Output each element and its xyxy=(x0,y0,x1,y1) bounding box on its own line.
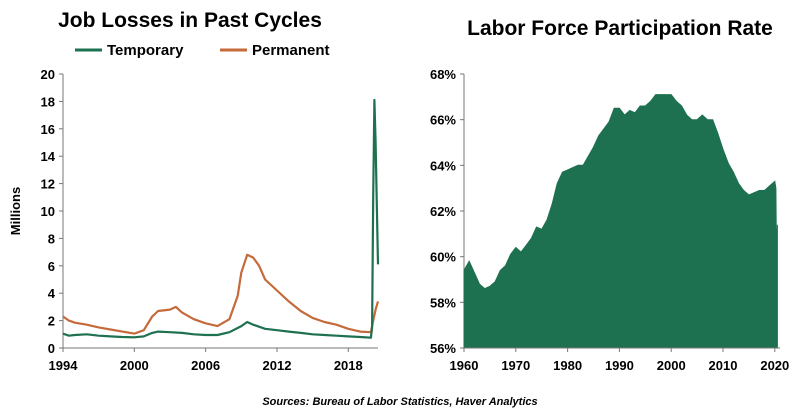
x-tick-label: 2012 xyxy=(263,358,292,373)
right-plot-area: 56% 58% 60% 62% 64% 66% 68% 1960 1970 1980 1990 200… xyxy=(430,67,789,373)
y-tick-label: 8 xyxy=(48,231,55,246)
x-tick-label: 2000 xyxy=(120,358,149,373)
y-tick-label: 58% xyxy=(430,295,456,310)
source-text: Sources: Bureau of Labor Statistics, Hav… xyxy=(262,396,538,408)
y-tick-label: 60% xyxy=(430,250,456,265)
x-tick-label: 2000 xyxy=(657,358,686,373)
y-tick-label: 56% xyxy=(430,341,456,356)
left-plot-area: 0 2 4 6 8 10 12 14 16 18 20 1994 2000 2006 2012 2018 xyxy=(41,67,380,373)
y-axis-label: Millions xyxy=(8,187,23,235)
x-tick-label: 2010 xyxy=(709,358,738,373)
job-losses-chart: Job Losses in Past Cycles Temporary Perm… xyxy=(8,9,380,373)
x-tick-label: 1960 xyxy=(450,358,479,373)
left-chart-title: Job Losses in Past Cycles xyxy=(58,9,322,32)
labor-force-chart: Labor Force Participation Rate 56% 58% 60%… xyxy=(430,17,789,373)
y-tick-label: 10 xyxy=(41,204,55,219)
y-tick-label: 2 xyxy=(48,314,55,329)
y-tick-label: 4 xyxy=(48,286,56,301)
x-tick-label: 2020 xyxy=(760,358,789,373)
y-tick-label: 68% xyxy=(430,67,456,82)
legend-label-permanent: Permanent xyxy=(252,42,330,59)
y-tick-label: 62% xyxy=(430,204,456,219)
y-tick-label: 14 xyxy=(41,149,56,164)
x-tick-label: 1980 xyxy=(553,358,582,373)
legend-label-temporary: Temporary xyxy=(107,42,184,59)
series-line-permanent xyxy=(62,253,380,335)
legend: Temporary Permanent xyxy=(75,42,330,59)
participation-area xyxy=(463,94,778,349)
y-tick-label: 64% xyxy=(430,158,456,173)
y-tick-label: 66% xyxy=(430,113,456,128)
y-tick-label: 20 xyxy=(41,67,55,82)
y-tick-label: 18 xyxy=(41,94,55,109)
x-tick-label: 2006 xyxy=(191,358,220,373)
x-tick-label: 2018 xyxy=(334,358,363,373)
y-tick-label: 6 xyxy=(48,259,55,274)
x-tick-label: 1970 xyxy=(501,358,530,373)
y-tick-label: 12 xyxy=(41,177,55,192)
x-tick-label: 1994 xyxy=(49,358,79,373)
source-note: Sources: Bureau of Labor Statistics, Hav… xyxy=(0,392,800,410)
y-tick-label: 16 xyxy=(41,122,55,137)
series-line-temporary xyxy=(62,98,380,339)
right-chart-title: Labor Force Participation Rate xyxy=(467,17,773,40)
x-tick-label: 1990 xyxy=(605,358,634,373)
y-tick-label: 0 xyxy=(48,341,55,356)
